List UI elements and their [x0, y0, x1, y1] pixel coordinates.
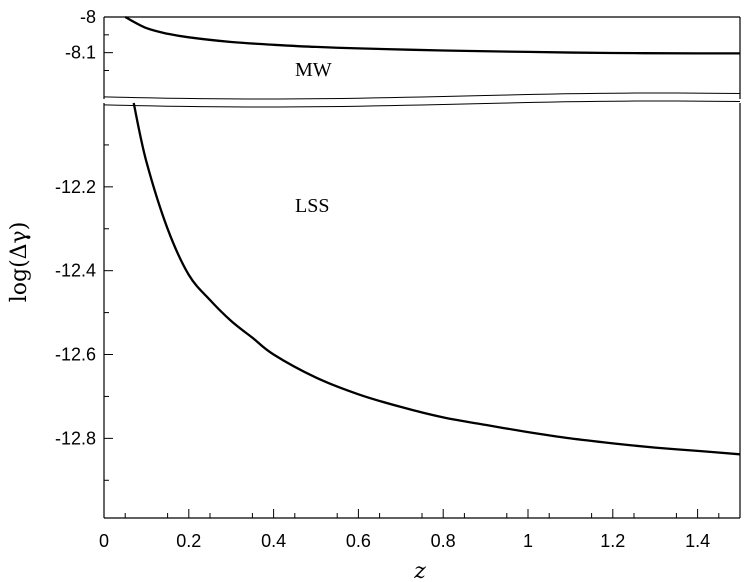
y-tick-label-upper: -8 — [80, 7, 96, 27]
y-tick-label-lower: -12.8 — [55, 428, 96, 448]
break-line-lower — [103, 100, 741, 108]
axis-break-lines — [103, 92, 741, 108]
annotation-lss: LSS — [295, 195, 329, 217]
y-tick-label-lower: -12.4 — [55, 261, 96, 281]
series-lines — [124, 15, 741, 456]
x-tick-label: 1.4 — [685, 531, 710, 551]
x-tick-label: 1 — [523, 531, 533, 551]
x-tick-label: 0.4 — [261, 531, 286, 551]
y-axis-title: log(Δγ) — [7, 222, 32, 303]
tick-marks — [103, 16, 720, 518]
series-line-lss — [132, 102, 741, 456]
annotation-mw: MW — [295, 59, 332, 81]
x-tick-label: 0.8 — [431, 531, 456, 551]
y-tick-label-upper: -8.1 — [65, 43, 96, 63]
y-tick-label-lower: -12.6 — [55, 345, 96, 365]
x-tick-label: 0.6 — [346, 531, 371, 551]
x-tick-label: 0 — [99, 531, 109, 551]
lower-panel-frame — [103, 103, 741, 519]
x-axis-title: z — [413, 559, 426, 582]
y-tick-label-lower: -12.2 — [55, 177, 96, 197]
series-line-mw — [124, 15, 740, 55]
tick-labels: 0 0.2 0.4 0.6 0.8 1 1.2 1.4 -8 -8.1 -12.2 -12.4 -12.… — [55, 7, 710, 551]
break-line-upper — [103, 92, 741, 100]
x-tick-label: 0.2 — [176, 531, 201, 551]
upper-panel-frame — [103, 16, 741, 99]
x-tick-label: 1.2 — [600, 531, 625, 551]
